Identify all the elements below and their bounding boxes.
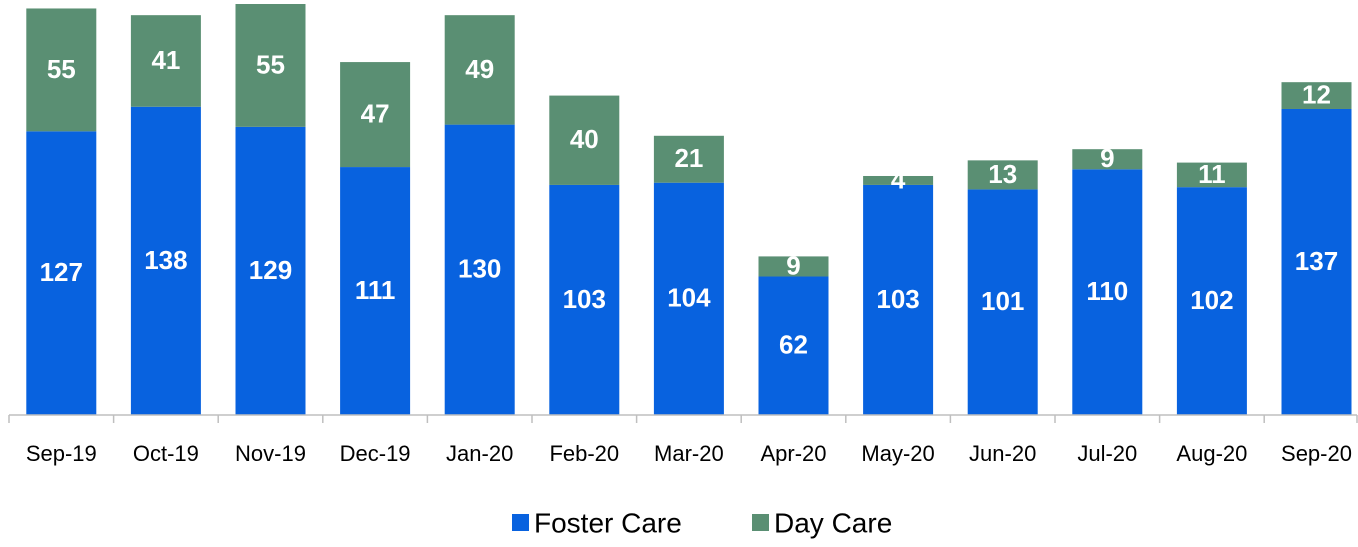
x-tick-label: Apr-20 — [760, 441, 826, 466]
bar-segment — [758, 276, 829, 415]
x-tick-label: Oct-19 — [133, 441, 199, 466]
bar-segment — [1072, 169, 1143, 415]
legend-label: Foster Care — [534, 507, 682, 538]
data-label: 103 — [876, 284, 919, 314]
bar-segment — [549, 184, 620, 415]
data-label: 9 — [1100, 143, 1114, 173]
data-label: 55 — [47, 54, 76, 84]
data-label: 127 — [40, 257, 83, 287]
data-label: 111 — [355, 275, 396, 305]
legend-label: Day Care — [774, 507, 892, 538]
x-tick-label: Jul-20 — [1077, 441, 1137, 466]
data-label: 110 — [1086, 276, 1128, 306]
bar-segment — [340, 62, 411, 168]
data-label: 9 — [786, 250, 800, 280]
bar-segment — [130, 15, 201, 107]
bar-segment — [653, 135, 724, 183]
data-label: 47 — [361, 98, 390, 128]
bar-segment — [444, 15, 515, 125]
bar-segment — [235, 126, 306, 415]
data-label: 130 — [458, 254, 501, 284]
x-tick-label: May-20 — [861, 441, 934, 466]
data-label: 103 — [563, 284, 606, 314]
data-label: 21 — [674, 143, 703, 173]
bar-segment — [758, 256, 829, 277]
x-tick-label: Nov-19 — [235, 441, 306, 466]
bar-segment — [1176, 187, 1247, 415]
bar-segment — [1281, 108, 1352, 415]
x-tick-label: Sep-20 — [1281, 441, 1352, 466]
bar-segment — [653, 182, 724, 415]
data-label: 138 — [144, 245, 187, 275]
data-label: 129 — [249, 255, 292, 285]
data-label: 12 — [1302, 79, 1331, 109]
bar-segment — [863, 184, 934, 415]
bar-segment — [549, 95, 620, 185]
bar-segment — [1281, 82, 1352, 109]
bar-segment — [340, 167, 411, 415]
data-label: 101 — [981, 286, 1024, 316]
data-label: 40 — [570, 124, 599, 154]
bar-segment — [863, 175, 934, 185]
bar-segment — [967, 160, 1038, 190]
x-tick-label: Feb-20 — [549, 441, 619, 466]
bar-segment — [130, 106, 201, 415]
data-label: 4 — [891, 164, 906, 194]
legend-swatch — [752, 514, 769, 531]
data-label: 62 — [779, 330, 808, 360]
bar-segment — [1176, 162, 1247, 188]
bar-segment — [1072, 149, 1143, 170]
bar-segment — [444, 124, 515, 415]
data-label: 102 — [1190, 285, 1233, 315]
data-label: 13 — [988, 159, 1017, 189]
x-tick-label: Dec-19 — [340, 441, 411, 466]
x-tick-label: Sep-19 — [26, 441, 97, 466]
data-label: 137 — [1295, 246, 1338, 276]
data-label: 11 — [1198, 159, 1226, 189]
bar-segment — [26, 131, 97, 415]
x-tick-label: Jun-20 — [969, 441, 1036, 466]
data-label: 55 — [256, 49, 285, 79]
bar-segment — [235, 4, 306, 127]
bar-segment — [26, 8, 97, 132]
x-tick-label: Jan-20 — [446, 441, 513, 466]
bar-segment — [967, 189, 1038, 415]
data-label: 41 — [151, 45, 180, 75]
x-tick-label: Aug-20 — [1176, 441, 1247, 466]
legend-swatch — [512, 514, 529, 531]
x-tick-label: Mar-20 — [654, 441, 724, 466]
data-label: 104 — [667, 283, 711, 313]
data-label: 49 — [465, 54, 494, 84]
